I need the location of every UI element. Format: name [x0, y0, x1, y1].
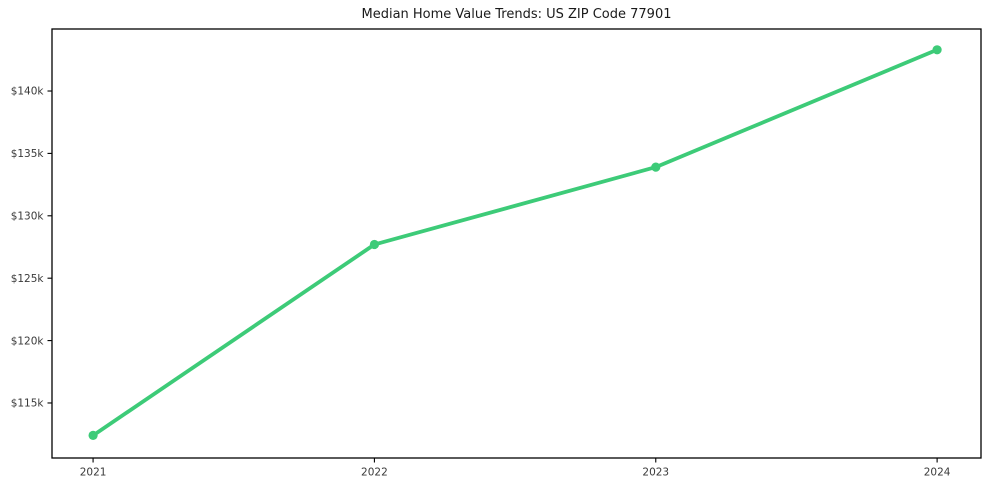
chart-title: Median Home Value Trends: US ZIP Code 77…: [361, 7, 672, 22]
trend-line: [91, 47, 939, 438]
x-tick-label: 2022: [361, 467, 388, 479]
plot-frame: [51, 28, 982, 459]
x-tick-label: 2021: [80, 467, 107, 479]
y-tick-label: $130k: [11, 210, 45, 222]
data-point-marker: [651, 162, 661, 172]
data-point-marker: [932, 45, 942, 55]
data-point-marker: [88, 430, 98, 440]
y-tick-label: $120k: [11, 335, 45, 347]
y-tick-label: $140k: [11, 86, 45, 98]
y-tick-label: $125k: [11, 273, 45, 285]
y-tick-label: $135k: [11, 148, 45, 160]
x-tick-label: 2023: [642, 467, 669, 479]
data-point-marker: [369, 239, 379, 250]
x-tick-label: 2024: [924, 467, 951, 479]
y-tick-label: $115k: [11, 398, 45, 410]
